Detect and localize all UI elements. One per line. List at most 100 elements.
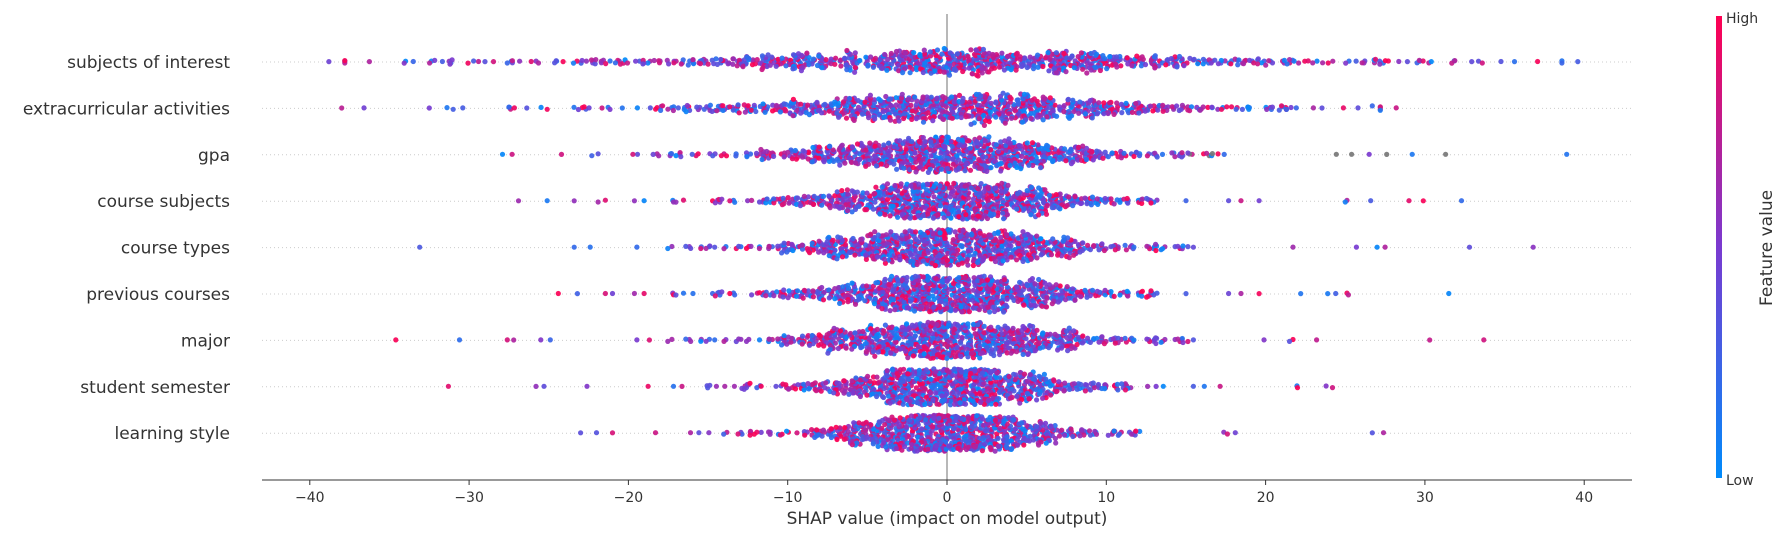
- shap-point: [758, 146, 764, 153]
- shap-point: [799, 154, 806, 160]
- shap-point: [839, 254, 846, 260]
- shap-point: [1050, 236, 1056, 242]
- shap-point: [838, 63, 844, 69]
- shap-point: [852, 252, 858, 258]
- shap-point: [849, 209, 855, 215]
- shap-point: [929, 159, 936, 165]
- shap-point: [1169, 104, 1175, 110]
- shap-point: [1340, 105, 1346, 111]
- shap-point: [1428, 59, 1434, 65]
- shap-point: [753, 150, 760, 156]
- shap-point: [976, 135, 983, 141]
- shap-point: [900, 70, 906, 76]
- shap-point: [834, 256, 840, 262]
- shap-point: [886, 140, 892, 146]
- shap-point: [624, 60, 631, 66]
- shap-point: [1179, 154, 1185, 160]
- shap-point: [780, 195, 786, 201]
- shap-point: [844, 187, 851, 193]
- shap-point: [673, 153, 679, 159]
- shap-point: [816, 249, 822, 255]
- shap-point: [857, 57, 863, 64]
- shap-point: [1179, 150, 1185, 156]
- shap-point: [538, 104, 544, 110]
- shap-point: [1036, 212, 1042, 218]
- shap-point: [839, 142, 845, 148]
- shap-point: [684, 102, 690, 109]
- shap-point: [979, 65, 985, 72]
- shap-point: [1575, 59, 1581, 65]
- shap-point: [1053, 70, 1059, 76]
- shap-point: [941, 69, 947, 75]
- shap-point: [1535, 58, 1541, 65]
- shap-point: [928, 53, 934, 59]
- shap-point: [1409, 151, 1415, 157]
- shap-point: [1133, 149, 1139, 155]
- shap-point: [1001, 67, 1008, 73]
- shap-point: [954, 51, 961, 57]
- shap-point: [908, 183, 914, 189]
- shap-point: [1152, 150, 1158, 156]
- shap-point: [1144, 243, 1150, 249]
- shap-point: [1187, 108, 1193, 114]
- shap-point: [897, 257, 903, 263]
- shap-point: [839, 188, 845, 194]
- shap-point: [558, 151, 565, 157]
- shap-point: [930, 118, 936, 124]
- shap-point: [1118, 101, 1124, 107]
- shap-point: [888, 50, 894, 57]
- shap-point: [736, 243, 742, 249]
- shap-point: [1284, 61, 1290, 67]
- shap-point: [1012, 160, 1018, 166]
- shap-point: [1142, 108, 1148, 114]
- shap-point: [1310, 60, 1316, 66]
- shap-point: [710, 153, 716, 159]
- shap-point: [790, 66, 796, 72]
- shap-point: [1038, 165, 1044, 171]
- shap-point: [1197, 107, 1203, 113]
- shap-point: [809, 240, 815, 246]
- shap-point: [781, 154, 787, 160]
- shap-point: [1014, 191, 1021, 197]
- shap-point: [1133, 100, 1139, 107]
- shap-point: [949, 156, 955, 162]
- shap-point: [1075, 144, 1082, 151]
- shap-point: [1176, 107, 1182, 114]
- shap-point: [544, 106, 550, 112]
- shap-point: [1325, 60, 1331, 66]
- shap-point: [980, 46, 987, 53]
- shap-point: [795, 195, 801, 201]
- shap-point: [1064, 55, 1070, 61]
- shap-point: [921, 232, 927, 238]
- shap-point: [990, 51, 996, 58]
- shap-point: [884, 163, 890, 169]
- shap-point: [339, 105, 345, 111]
- shap-point: [1094, 196, 1100, 202]
- shap-point: [820, 193, 827, 199]
- shap-point: [744, 54, 750, 60]
- shap-point: [1108, 196, 1114, 202]
- shap-point: [993, 114, 999, 120]
- shap-point: [962, 168, 968, 174]
- shap-point: [832, 61, 838, 67]
- shap-point: [909, 108, 916, 114]
- shap-point: [1224, 104, 1230, 110]
- shap-point: [1001, 216, 1007, 222]
- shap-point: [723, 153, 730, 159]
- shap-point: [1061, 234, 1067, 240]
- shap-point: [862, 207, 868, 213]
- shap-point: [1020, 229, 1026, 235]
- shap-point: [824, 239, 830, 245]
- shap-point: [1076, 110, 1082, 116]
- shap-point: [993, 99, 999, 105]
- shap-point: [881, 114, 887, 120]
- shap-point: [968, 185, 975, 191]
- shap-point: [740, 64, 746, 70]
- shap-point: [588, 57, 595, 63]
- shap-point: [975, 259, 981, 265]
- shap-point: [907, 215, 913, 221]
- shap-point: [749, 62, 756, 68]
- shap-point: [617, 61, 624, 67]
- shap-point: [1071, 65, 1077, 71]
- shap-point: [1028, 212, 1034, 218]
